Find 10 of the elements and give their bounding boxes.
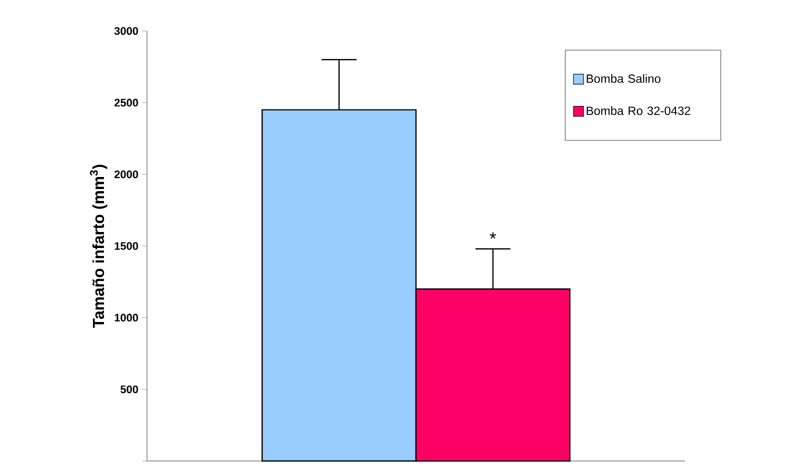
y-axis-title: Tamaño infarto (mm$^{3}$) [90,164,108,328]
y-tick-label: 500 [120,385,138,394]
y-tick-label: 1000 [114,314,138,322]
y-tick-label: 2500 [114,98,138,107]
y-tick-label: 3000 [114,27,138,35]
legend-label: Bomba Salino [586,74,660,83]
legend-label: Bomba Ro 32-0432 [586,106,690,116]
annotation: * [490,232,496,239]
y-tick-label: 1500 [114,242,138,250]
y-tick-label: 2000 [114,170,138,178]
